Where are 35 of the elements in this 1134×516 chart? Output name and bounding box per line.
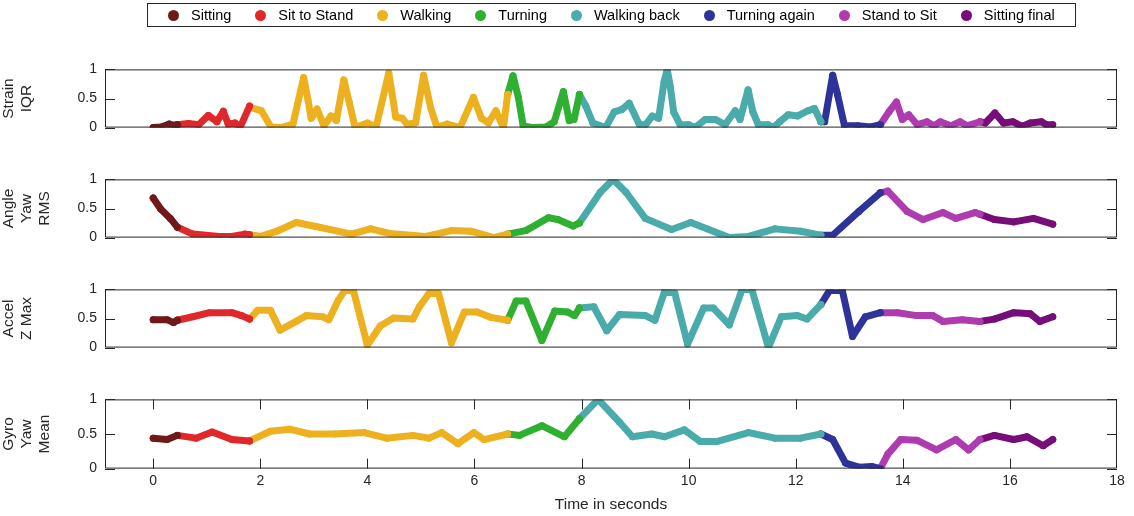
y-tick-label: 0.5 bbox=[77, 424, 98, 441]
legend-label: Sit to Stand bbox=[278, 7, 354, 23]
y-tick-label: 0 bbox=[89, 118, 98, 135]
legend-label: Stand to Sit bbox=[861, 7, 937, 23]
y-tick-label: 0.5 bbox=[77, 89, 98, 106]
y-tick-label: 1 bbox=[89, 280, 98, 297]
legend-label: Turning again bbox=[726, 7, 815, 23]
x-tick-label: 10 bbox=[680, 471, 697, 488]
y-tick-label: 1 bbox=[89, 390, 98, 407]
x-tick-label: 4 bbox=[363, 471, 372, 488]
y-tick-label: 0 bbox=[89, 459, 98, 476]
y-tick-label: 0.5 bbox=[77, 309, 98, 326]
x-tick-label: 2 bbox=[256, 471, 265, 488]
x-tick-label: 0 bbox=[149, 471, 158, 488]
y-axis-title: Accel Z Max bbox=[0, 296, 35, 341]
x-tick-label: 6 bbox=[470, 471, 479, 488]
y-tick-label: 1 bbox=[89, 170, 98, 187]
legend-label: Walking bbox=[400, 7, 452, 23]
x-tick-label: 12 bbox=[787, 471, 804, 488]
x-tick-label: 14 bbox=[895, 471, 911, 488]
y-axis-title: Gyro Yaw Mean bbox=[0, 414, 52, 454]
y-tick-label: 0 bbox=[89, 228, 98, 245]
legend-label: Turning bbox=[498, 7, 547, 23]
legend-label: Walking back bbox=[593, 7, 680, 23]
y-tick-label: 0 bbox=[89, 338, 98, 355]
y-tick-label: 0.5 bbox=[77, 199, 98, 216]
x-axis-title: Time in seconds bbox=[554, 494, 668, 512]
x-tick-label: 16 bbox=[1002, 471, 1018, 488]
x-tick-label: 18 bbox=[1109, 471, 1125, 488]
y-axis-title: Strain IQR bbox=[0, 78, 35, 119]
x-tick-label: 8 bbox=[577, 471, 586, 488]
legend-label: Sitting final bbox=[983, 7, 1055, 23]
y-tick-label: 1 bbox=[89, 60, 98, 77]
y-axis-title: Angle Yaw RMS bbox=[0, 188, 52, 229]
legend-label: Sitting bbox=[191, 7, 232, 23]
